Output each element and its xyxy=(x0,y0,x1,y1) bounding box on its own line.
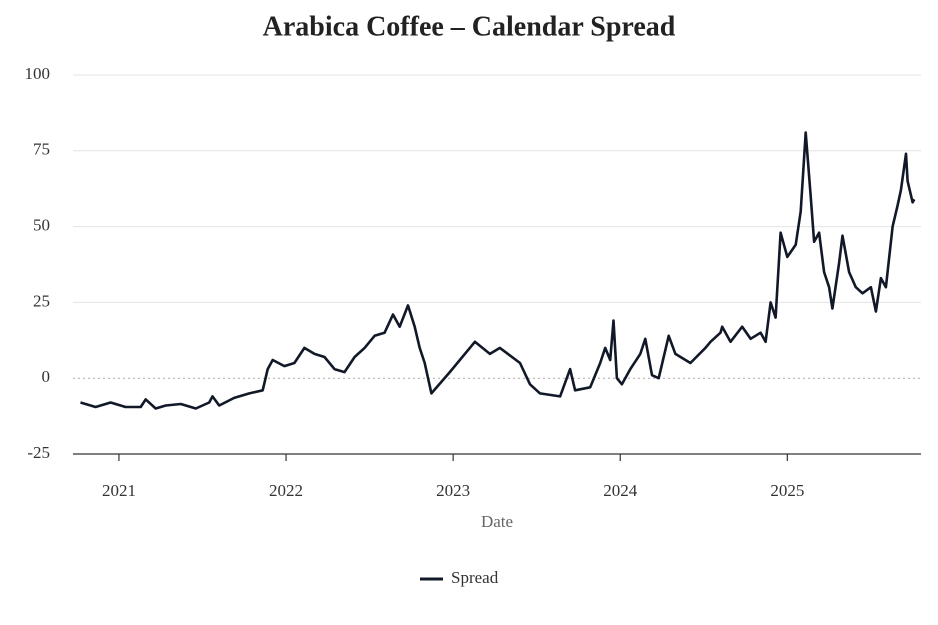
y-tick-label: 50 xyxy=(33,216,50,235)
x-axis-label: Date xyxy=(481,512,513,531)
y-tick-label: 75 xyxy=(33,140,50,159)
x-tick-label: 2021 xyxy=(102,481,136,500)
y-tick-label: -25 xyxy=(27,443,50,462)
y-tick-label: 0 xyxy=(42,367,51,386)
y-tick-label: 25 xyxy=(33,291,50,310)
x-tick-label: 2024 xyxy=(603,481,638,500)
legend-label: Spread xyxy=(451,568,499,587)
x-tick-label: 2022 xyxy=(269,481,303,500)
y-tick-label: 100 xyxy=(25,64,51,83)
chart-title: Arabica Coffee – Calendar Spread xyxy=(263,11,676,42)
line xyxy=(80,131,916,410)
x-tick-label: 2023 xyxy=(436,481,470,500)
x-tick-label: 2025 xyxy=(770,481,804,500)
